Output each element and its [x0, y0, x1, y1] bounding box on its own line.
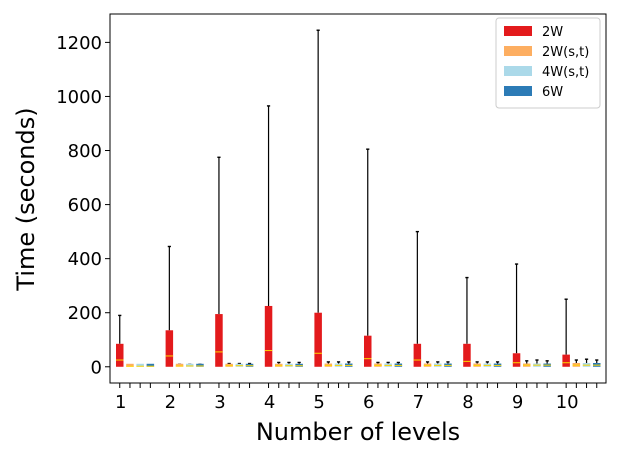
y-tick-label: 600 [68, 195, 102, 216]
box-4W(s,t)-level-7 [434, 361, 442, 367]
x-tick-label: 2 [165, 392, 176, 413]
y-tick-label: 1000 [56, 87, 102, 108]
x-tick-label: 9 [512, 392, 523, 413]
x-tick-label: 1 [115, 392, 126, 413]
box-2W(s,t)-level-9 [523, 360, 531, 367]
x-tick-label: 3 [214, 392, 225, 413]
legend-box [495, 17, 601, 109]
box-6W-level-5 [345, 361, 353, 367]
box-2W-level-5 [314, 29, 322, 367]
box-2W(s,t)-level-3 [225, 362, 233, 367]
y-axis-title: Time (seconds) [12, 107, 40, 291]
x-tick-label: 10 [556, 392, 579, 413]
plot-frame [109, 13, 607, 384]
box-2W(s,t)-level-7 [423, 361, 432, 367]
x-tick-label: 8 [462, 392, 473, 413]
legend-label-4W(s,t): 4W(s,t) [542, 65, 589, 80]
box-6W-level-2 [196, 363, 204, 367]
box-2W(s,t)-level-4 [275, 361, 283, 367]
box-6W-level-3 [245, 362, 254, 367]
legend-swatch-4W(s,t) [504, 66, 532, 76]
box [186, 363, 194, 367]
box-2W-level-3 [215, 156, 223, 367]
box-4W(s,t)-level-8 [483, 361, 492, 367]
y-tick-label: 400 [68, 249, 102, 270]
x-tick-label: 5 [313, 392, 324, 413]
box-6W-level-1 [146, 363, 155, 367]
legend-label-6W: 6W [542, 85, 563, 100]
x-axis-title: Number of levels [256, 418, 460, 446]
box-6W-level-7 [444, 361, 452, 367]
box [196, 363, 204, 367]
box [215, 314, 223, 367]
box [562, 354, 570, 367]
box [264, 305, 273, 367]
box [136, 363, 144, 367]
legend-swatch-6W [504, 86, 532, 96]
box-4W(s,t)-level-3 [235, 362, 244, 367]
legend: 2W 2W(s,t) 4W(s,t) 6W [495, 17, 601, 109]
box-4W(s,t)-level-6 [384, 361, 392, 367]
box [146, 363, 155, 367]
box [175, 363, 184, 367]
legend-label-2W(s,t): 2W(s,t) [542, 45, 589, 60]
legend-swatch-2W(s,t) [504, 46, 532, 56]
x-tick-label: 6 [363, 392, 374, 413]
box-6W-level-4 [295, 361, 303, 367]
box-6W-level-9 [543, 360, 551, 367]
box [126, 363, 134, 367]
box-4W(s,t)-level-10 [582, 358, 591, 367]
box-4W(s,t)-level-9 [533, 359, 541, 367]
box-6W-level-10 [593, 359, 601, 367]
box-2W-level-6 [364, 148, 372, 367]
box-2W-level-4 [264, 105, 273, 367]
box-4W(s,t)-level-2 [186, 363, 194, 367]
plot-area [116, 29, 601, 367]
box-2W-level-2 [165, 245, 174, 367]
box-2W-level-8 [463, 276, 471, 367]
box [116, 343, 124, 367]
y-tick-label: 800 [68, 141, 102, 162]
box-4W(s,t)-level-4 [285, 361, 293, 367]
y-tick-label: 200 [68, 303, 102, 324]
y-tick-label: 0 [91, 357, 102, 378]
box [364, 335, 372, 367]
box-2W(s,t)-level-8 [473, 361, 481, 367]
box-2W(s,t)-level-10 [572, 359, 581, 367]
box-2W(s,t)-level-5 [324, 361, 333, 367]
box-6W-level-6 [394, 361, 403, 367]
x-tick-label: 4 [264, 392, 275, 413]
box-2W(s,t)-level-2 [175, 363, 184, 367]
box-2W(s,t)-level-6 [374, 361, 382, 367]
box-6W-level-8 [493, 361, 502, 367]
box [413, 343, 422, 367]
box [463, 343, 471, 367]
y-tick-label: 1200 [56, 33, 102, 54]
box-2W-level-9 [512, 263, 521, 367]
box-2W-level-1 [116, 314, 124, 367]
axes: 0 200 400 600 800 1000 1200 1 2 3 4 5 6 7 8 9 10 [56, 13, 607, 413]
x-tick-label: 7 [413, 392, 424, 413]
box [512, 353, 521, 367]
box-2W-level-10 [562, 298, 570, 367]
box-4W(s,t)-level-1 [136, 363, 144, 367]
legend-swatch-2W [504, 26, 532, 36]
box [165, 330, 174, 367]
box [314, 312, 322, 367]
box-4W(s,t)-level-5 [334, 361, 343, 367]
box-2W-level-7 [413, 230, 422, 367]
legend-label-2W: 2W [542, 25, 563, 40]
box-2W(s,t)-level-1 [126, 363, 134, 367]
